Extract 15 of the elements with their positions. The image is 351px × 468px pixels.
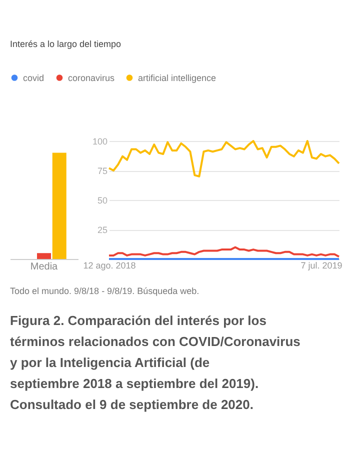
legend-label: covid <box>23 72 44 83</box>
y-tick-label: 25 <box>97 225 108 235</box>
x-tick-label: 12 ago. 2018 <box>83 260 136 270</box>
legend-label: coronavirus <box>68 72 116 83</box>
text: Figura 2. Comparación del interés por los términos relacionados con COVID/Coronavirus y por la Inteligencia Artificial (de septiembre 2018 a septiembre del 2019). Consultado el 9 de septiembre de 2020. <box>10 313 300 412</box>
y-tick-label: 100 <box>92 136 108 146</box>
chart-title: Interés a lo largo del tiempo <box>10 39 122 49</box>
x-tick-label: 7 jul. 2019 <box>300 260 342 270</box>
line-series <box>108 140 340 178</box>
y-tick-label: 50 <box>97 196 108 206</box>
y-tick-label: 75 <box>97 166 108 176</box>
legend-label: artificial intelligence <box>138 72 216 83</box>
x-tick-label: Media <box>30 262 58 272</box>
line-series <box>108 246 340 258</box>
text: Todo el mundo. 9/8/18 - 9/8/19. Búsqueda web. <box>10 286 200 296</box>
